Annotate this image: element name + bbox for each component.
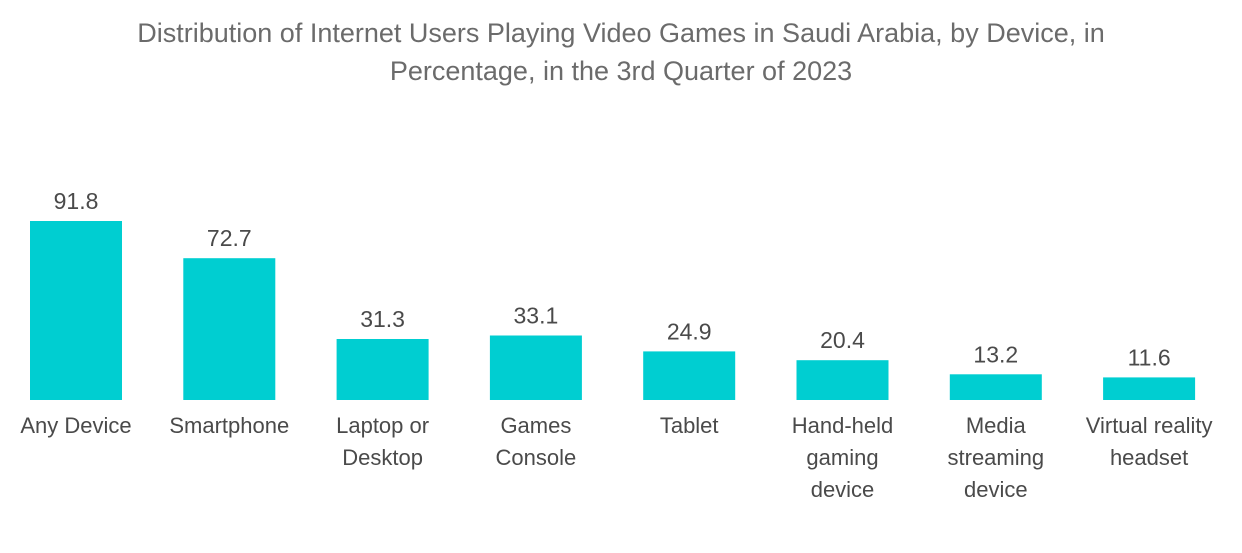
- value-label-0: 91.8: [54, 188, 99, 214]
- value-label-7: 11.6: [1128, 344, 1171, 370]
- value-label-6: 13.2: [973, 341, 1018, 367]
- category-label-1-line-0: Smartphone: [169, 413, 289, 438]
- bar-4: [643, 351, 736, 400]
- value-label-2: 31.3: [360, 306, 405, 332]
- bar-0: [30, 221, 122, 400]
- category-label-5-line-0: Hand-held: [792, 413, 894, 438]
- value-label-1: 72.7: [207, 225, 252, 251]
- bar-5: [796, 360, 889, 400]
- category-label-6-line-1: streaming: [948, 445, 1045, 470]
- category-label-4-line-0: Tablet: [660, 413, 719, 438]
- category-label-5-line-2: device: [811, 477, 875, 502]
- category-label-6-line-0: Media: [966, 413, 1027, 438]
- bar-6: [949, 374, 1042, 400]
- category-label-3-line-0: Games: [500, 413, 571, 438]
- category-label-7-line-1: headset: [1110, 445, 1188, 470]
- chart-title-line-1: Distribution of Internet Users Playing V…: [137, 18, 1105, 48]
- bar-1: [183, 258, 276, 400]
- category-label-0-line-0: Any Device: [20, 413, 131, 438]
- bar-3: [489, 335, 582, 400]
- category-label-7-line-0: Virtual reality: [1086, 413, 1213, 438]
- category-label-3-line-1: Console: [496, 445, 577, 470]
- category-label-6-line-2: device: [964, 477, 1028, 502]
- category-label-5-line-1: gaming: [806, 445, 878, 470]
- bar-2: [336, 339, 429, 400]
- value-label-5: 20.4: [820, 327, 865, 353]
- value-label-4: 24.9: [667, 318, 712, 344]
- value-label-3: 33.1: [514, 303, 559, 329]
- category-label-2-line-1: Desktop: [342, 445, 423, 470]
- chart-title: Distribution of Internet Users Playing V…: [0, 14, 1242, 90]
- bar-7: [1103, 377, 1196, 400]
- category-label-2-line-0: Laptop or: [336, 413, 429, 438]
- chart-title-line-2: Percentage, in the 3rd Quarter of 2023: [389, 56, 853, 86]
